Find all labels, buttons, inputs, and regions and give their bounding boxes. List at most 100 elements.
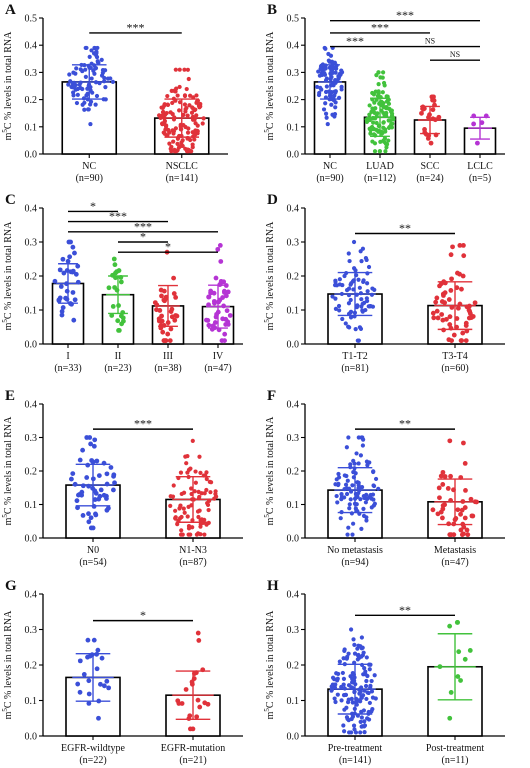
data-point [104,471,110,477]
data-point [164,110,169,116]
data-point [71,70,76,75]
data-point [354,502,359,507]
data-point [460,273,466,279]
data-point [93,65,99,71]
y-tick-label: 0.4 [25,204,38,215]
panel-label: D [267,192,278,208]
data-point [175,141,180,147]
data-point [364,459,370,464]
data-point [94,666,100,672]
data-point [189,679,195,685]
data-point [202,491,207,496]
data-point [386,138,391,143]
data-point [213,275,219,281]
data-point [330,294,335,299]
data-point [217,243,223,248]
data-point [195,630,201,636]
data-point [440,469,446,475]
data-point [111,256,117,262]
data-point [384,145,389,150]
data-point [357,285,362,290]
data-point [387,106,392,112]
data-point [364,655,369,660]
y-tick-label: 0.2 [287,661,300,672]
data-point [165,102,171,108]
data-point [178,532,184,537]
x-tick-label: NC [82,161,96,172]
data-point [435,315,441,321]
data-point [374,127,379,132]
data-point [334,477,339,482]
data-point [88,441,94,447]
data-point [208,288,214,294]
data-point [121,318,126,324]
data-point [388,123,393,128]
data-point [455,507,461,513]
data-point [436,485,442,491]
data-point [355,303,360,308]
y-tick-label: 0.2 [25,272,38,283]
data-point [358,249,363,254]
x-tick-label: II [115,351,122,362]
data-point [440,482,446,487]
data-point [428,140,434,146]
data-point [359,695,364,700]
data-point [162,102,167,107]
data-point [346,730,352,735]
data-point [196,489,201,494]
data-point [89,458,95,463]
data-point [108,76,113,81]
data-point [316,92,322,98]
data-point [79,489,85,495]
data-point [168,503,173,508]
significance-label: *** [109,209,127,223]
data-point [356,277,361,282]
data-point [94,93,100,99]
data-point [70,268,76,274]
data-point [472,300,478,306]
data-point [99,57,104,63]
data-point [384,106,389,111]
data-point [359,297,364,302]
y-tick-label: 0.1 [25,122,38,133]
data-point [178,504,183,509]
sample-size-label: (n=94) [341,557,368,568]
data-point [335,676,340,681]
data-point [187,103,192,108]
sample-size-label: (n=33) [54,363,81,374]
y-axis-label: m5C % levels in total RNA [263,416,276,526]
data-point [381,70,386,75]
data-point [469,513,475,519]
data-point [318,66,323,71]
data-point [458,678,463,683]
data-point [372,673,377,678]
data-point [195,697,201,703]
data-point [434,308,440,314]
data-point [328,53,334,58]
data-point [343,692,348,697]
y-tick-label: 0.3 [287,433,300,444]
sample-size-label: (n=47) [204,363,231,374]
data-point [206,507,211,513]
data-point [465,532,471,538]
data-point [185,113,190,118]
significance-label: *** [134,417,152,431]
data-point [96,473,102,479]
data-point [71,317,77,323]
data-point [345,478,350,483]
y-tick-label: 0.3 [25,68,38,79]
data-point [322,71,327,76]
data-point [436,114,442,120]
data-point [366,717,372,722]
data-point [370,286,375,291]
panel-label: C [5,192,16,208]
data-point [462,460,468,466]
significance-label: * [165,240,171,254]
data-point [358,644,363,649]
data-point [342,648,347,654]
data-point [60,256,66,262]
data-point [224,308,230,314]
data-point [193,107,198,112]
data-point [462,656,468,662]
